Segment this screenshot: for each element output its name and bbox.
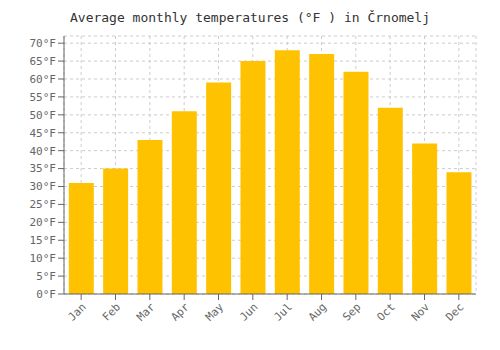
svg-text:Jul: Jul	[272, 300, 295, 323]
svg-text:20°F: 20°F	[30, 216, 57, 229]
svg-text:40°F: 40°F	[30, 145, 57, 158]
svg-text:5°F: 5°F	[36, 270, 56, 283]
svg-text:25°F: 25°F	[30, 198, 57, 211]
svg-text:Apr: Apr	[169, 300, 193, 324]
svg-text:Sep: Sep	[340, 300, 363, 323]
svg-text:55°F: 55°F	[30, 91, 57, 104]
svg-text:Feb: Feb	[100, 300, 123, 323]
svg-text:Nov: Nov	[409, 300, 433, 324]
svg-text:45°F: 45°F	[30, 127, 57, 140]
html-text:Average monthly temperatures (: Average monthly temperatures (°F ) in Čr…	[70, 10, 430, 25]
svg-text:60°F: 60°F	[30, 73, 57, 86]
svg-text:70°F: 70°F	[30, 37, 57, 50]
svg-text:Jan: Jan	[66, 300, 89, 323]
svg-text:Jun: Jun	[237, 300, 260, 323]
svg-text:Dec: Dec	[443, 300, 466, 323]
svg-text:May: May	[203, 300, 227, 324]
svg-text:Mar: Mar	[134, 300, 158, 324]
svg-text:0°F: 0°F	[36, 288, 56, 301]
svg-text:15°F: 15°F	[30, 234, 57, 247]
svg-text:10°F: 10°F	[30, 252, 57, 265]
svg-text:30°F: 30°F	[30, 180, 57, 193]
svg-text:35°F: 35°F	[30, 162, 57, 175]
svg-text:50°F: 50°F	[30, 109, 57, 122]
svg-text:Aug: Aug	[306, 300, 329, 323]
svg-text:Oct: Oct	[375, 300, 398, 323]
svg-text:65°F: 65°F	[30, 55, 57, 68]
